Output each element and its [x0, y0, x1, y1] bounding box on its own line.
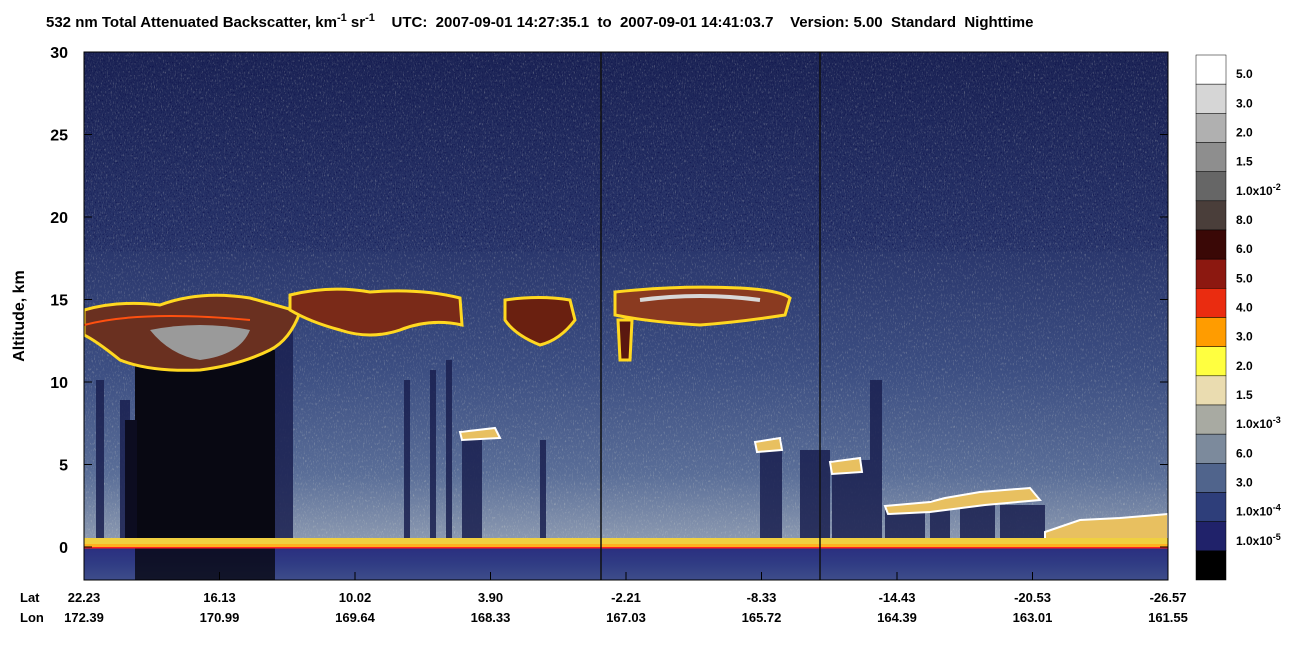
colorbar-label: 3.0 [1236, 330, 1253, 344]
colorbar-label-base: 6.0 [1236, 242, 1253, 256]
colorbar-label: 5.0 [1236, 67, 1253, 81]
colorbar: 5.03.02.01.51.0x10-28.06.05.04.03.02.01.… [1195, 54, 1281, 581]
x-row-label: Lon [20, 610, 44, 625]
lon-tick-label: 164.39 [877, 610, 917, 625]
colorbar-swatch [1195, 171, 1227, 202]
colorbar-swatch [1195, 142, 1227, 172]
lat-tick-label: 16.13 [203, 590, 236, 605]
colorbar-swatch [1195, 258, 1227, 289]
lon-tick-label: 167.03 [606, 610, 646, 625]
colorbar-swatch [1195, 404, 1227, 435]
colorbar-label: 4.0 [1236, 301, 1253, 315]
lat-tick-label: -2.21 [611, 590, 641, 605]
colorbar-label-base: 1.0x10 [1236, 534, 1273, 548]
colorbar-label-base: 2.0 [1236, 359, 1253, 373]
colorbar-label: 1.0x10-2 [1236, 182, 1281, 198]
lon-tick-label: 165.72 [742, 610, 782, 625]
colorbar-label: 1.0x10-3 [1236, 415, 1281, 431]
colorbar-label: 3.0 [1236, 476, 1253, 490]
lon-tick-label: 168.33 [471, 610, 511, 625]
colorbar-label-base: 2.0 [1236, 126, 1253, 140]
colorbar-swatch [1195, 83, 1227, 114]
colorbar-swatch [1195, 433, 1227, 464]
colorbar-label-base: 3.0 [1236, 476, 1253, 490]
lat-tick-label: 10.02 [339, 590, 372, 605]
colorbar-swatch [1195, 346, 1227, 377]
title-superscript: -1 [365, 12, 375, 24]
colorbar-label: 1.5 [1236, 388, 1253, 402]
title-text: sr [347, 14, 366, 31]
colorbar-label: 1.0x10-4 [1236, 503, 1281, 519]
colorbar-swatch [1195, 492, 1227, 522]
colorbar-label: 1.5 [1236, 155, 1253, 169]
colorbar-swatch [1195, 521, 1227, 552]
colorbar-swatch [1195, 229, 1227, 260]
colorbar-swatch [1195, 200, 1227, 231]
y-axis-label: Altitude, km [11, 270, 28, 362]
lat-tick-label: 22.23 [68, 590, 101, 605]
colorbar-label-base: 3.0 [1236, 96, 1253, 110]
colorbar-label-base: 5.0 [1236, 67, 1253, 81]
lat-tick-label: -26.57 [1150, 590, 1187, 605]
colorbar-swatch [1195, 463, 1227, 493]
chart-title: 532 nm Total Attenuated Backscatter, km-… [46, 12, 1033, 31]
colorbar-label-exponent: -4 [1273, 503, 1281, 513]
lat-tick-label: -14.43 [879, 590, 916, 605]
y-tick-label: 15 [50, 293, 68, 310]
colorbar-label-base: 8.0 [1236, 213, 1253, 227]
colorbar-label: 6.0 [1236, 446, 1253, 460]
colorbar-swatch [1195, 54, 1227, 85]
lat-tick-label: 3.90 [478, 590, 503, 605]
lon-tick-label: 170.99 [200, 610, 240, 625]
colorbar-label: 6.0 [1236, 242, 1253, 256]
y-tick-label: 5 [59, 458, 68, 475]
colorbar-label: 1.0x10-5 [1236, 532, 1281, 548]
colorbar-label-base: 5.0 [1236, 271, 1253, 285]
title-text: UTC: 2007-09-01 14:27:35.1 to 2007-09-01… [375, 14, 1034, 31]
colorbar-swatch [1195, 317, 1227, 347]
colorbar-label-base: 1.5 [1236, 155, 1253, 169]
colorbar-label-base: 3.0 [1236, 330, 1253, 344]
colorbar-label-base: 1.0x10 [1236, 417, 1273, 431]
lon-tick-label: 161.55 [1148, 610, 1188, 625]
lon-tick-label: 172.39 [64, 610, 104, 625]
colorbar-label: 2.0 [1236, 126, 1253, 140]
colorbar-swatch [1195, 288, 1227, 318]
colorbar-label-exponent: -3 [1273, 415, 1281, 425]
colorbar-swatch [1195, 550, 1227, 581]
colorbar-label-base: 1.0x10 [1236, 184, 1273, 198]
y-tick-label: 30 [50, 45, 68, 62]
y-tick-label: 0 [59, 540, 68, 557]
colorbar-label: 3.0 [1236, 96, 1253, 110]
colorbar-label-base: 4.0 [1236, 301, 1253, 315]
colorbar-label-base: 1.0x10 [1236, 505, 1273, 519]
colorbar-swatch [1195, 375, 1227, 406]
lon-tick-label: 163.01 [1013, 610, 1053, 625]
title-superscript: -1 [337, 12, 347, 24]
colorbar-label: 5.0 [1236, 271, 1253, 285]
colorbar-label-exponent: -2 [1273, 182, 1281, 192]
colorbar-label: 2.0 [1236, 359, 1253, 373]
y-tick-label: 20 [50, 210, 68, 227]
colorbar-label-exponent: -5 [1273, 532, 1281, 542]
colorbar-label-base: 1.5 [1236, 388, 1253, 402]
colorbar-label-base: 6.0 [1236, 446, 1253, 460]
x-row-label: Lat [20, 590, 40, 605]
y-tick-label: 10 [50, 375, 68, 392]
lat-tick-label: -20.53 [1014, 590, 1051, 605]
y-tick-label: 25 [50, 128, 68, 145]
colorbar-label: 8.0 [1236, 213, 1253, 227]
colorbar-swatch [1195, 113, 1227, 143]
lon-tick-label: 169.64 [335, 610, 376, 625]
lat-tick-label: -8.33 [747, 590, 777, 605]
backscatter-image [84, 52, 1168, 580]
title-text: 532 nm Total Attenuated Backscatter, km [46, 14, 337, 31]
